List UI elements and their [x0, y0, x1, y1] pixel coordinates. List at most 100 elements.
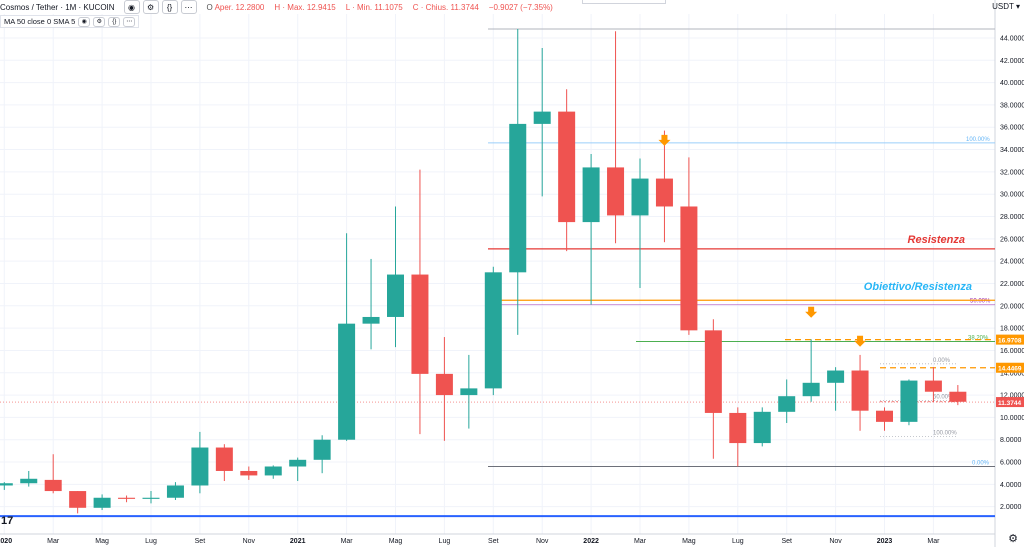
last-price-value: 11.3744 [998, 400, 1022, 407]
y-tick-label: 20.0000 [1000, 303, 1024, 310]
x-tick-label: Mag [389, 538, 403, 545]
y-tick-label: 6.0000 [1000, 460, 1022, 467]
candle-down [411, 274, 429, 374]
y-tick-label: 4.0000 [1000, 482, 1022, 489]
y-tick-label: 34.0000 [1000, 147, 1024, 154]
candle-down [704, 330, 722, 413]
dashed-level-tag [996, 362, 1024, 373]
braces-icon[interactable]: {} [108, 16, 121, 27]
y-tick-label: 14.0000 [1000, 370, 1024, 377]
ohlc-open: O Aper. 12.2800 [206, 2, 265, 12]
candle-down [215, 447, 233, 471]
candle-down [69, 491, 87, 508]
candle-up [166, 485, 184, 498]
candle-up [289, 459, 307, 467]
y-tick-label: 16.0000 [1000, 348, 1024, 355]
x-tick-label: Set [781, 538, 792, 545]
candle-down [729, 412, 747, 444]
candle-down [851, 370, 869, 411]
candle-up [338, 323, 356, 440]
x-tick-label: 2020 [0, 538, 12, 545]
down-arrow-marker [658, 134, 671, 146]
gear-icon[interactable]: ⚙ [142, 0, 159, 14]
candle-up [631, 178, 649, 216]
x-tick-label: Mar [927, 538, 940, 545]
y-tick-label: 18.0000 [1000, 326, 1024, 333]
y-tick-label: 28.0000 [1000, 214, 1024, 221]
y-tick-label: 8.0000 [1000, 437, 1022, 444]
x-tick-label: Lug [732, 538, 744, 545]
down-arrow-marker [854, 335, 867, 347]
x-tick-label: 2021 [290, 538, 306, 545]
x-tick-label: Mar [341, 538, 354, 545]
candle-up [387, 274, 404, 317]
resistenza-label: Resistenza [908, 234, 965, 246]
candle-up [460, 388, 478, 396]
candle-down [607, 167, 625, 216]
y-tick-label: 32.0000 [1000, 169, 1024, 176]
ohlc-close: C · Chius. 11.3744 [412, 2, 479, 12]
candle-up [753, 411, 771, 444]
candle-up [582, 167, 600, 223]
tradingview-logo-icon: 17 [1, 515, 14, 527]
dashed-level-value: 14.4469 [998, 366, 1022, 373]
fib-level-label: 50.00% [970, 299, 991, 305]
last-price-tag [996, 397, 1024, 408]
ohlc-low: L · Min. 11.1075 [345, 2, 403, 12]
dashed-level-tag [996, 334, 1024, 345]
fib-level-label: 0.00% [972, 461, 990, 467]
candle-up [313, 439, 331, 460]
fib-382-label: 38.20% [968, 336, 989, 342]
symbol-title: Cosmos / Tether · 1M · KUCOIN [0, 2, 115, 12]
currency-unit[interactable]: USDT ▾ [992, 2, 1020, 11]
y-tick-label: 26.0000 [1000, 236, 1024, 243]
down-arrow-marker [805, 306, 818, 318]
mini-fib-label: 100.00% [933, 430, 957, 436]
candle-up [778, 396, 796, 412]
chart-settings-icon[interactable]: ⚙ [1008, 533, 1018, 545]
eye-icon[interactable]: ◉ [123, 0, 140, 14]
candle-up [191, 447, 209, 486]
candle-up [827, 370, 845, 383]
more-icon[interactable]: ⋯ [123, 16, 136, 27]
y-tick-label: 42.0000 [1000, 58, 1024, 65]
candle-up [20, 478, 38, 484]
mini-fib-label: 0.00% [933, 358, 951, 364]
gear-icon[interactable]: ⚙ [93, 16, 106, 27]
braces-icon[interactable]: {} [161, 0, 178, 14]
eye-icon[interactable]: ◉ [78, 16, 91, 27]
x-tick-label: Nov [829, 538, 842, 545]
candle-down [240, 470, 258, 476]
candle-up [802, 382, 820, 397]
candle-up [362, 316, 380, 324]
indicator-label: MA 50 close 0 SMA 5 [4, 17, 76, 26]
x-tick-label: Mag [682, 538, 696, 545]
indicator-legend[interactable]: MA 50 close 0 SMA 5 ◉ ⚙ {} ⋯ [0, 15, 140, 28]
candle-up [264, 466, 282, 476]
candle-up [0, 483, 13, 486]
x-tick-label: Mar [47, 538, 60, 545]
candle-down [949, 391, 967, 402]
candle-up [142, 497, 160, 499]
y-tick-label: 2.0000 [1000, 504, 1022, 511]
y-tick-label: 24.0000 [1000, 259, 1024, 266]
candle-down [118, 497, 136, 499]
candle-up [93, 497, 111, 508]
candle-down [924, 380, 942, 392]
ohlc-change: −0.9027 (−7.35%) [488, 2, 553, 12]
candle-up [484, 272, 502, 389]
x-tick-label: Nov [243, 538, 256, 545]
mini-fib-label: 50.00% [933, 395, 954, 401]
x-tick-label: Set [195, 538, 206, 545]
toolbar-tab[interactable] [582, 0, 666, 4]
candle-down [655, 178, 673, 207]
x-tick-label: 2023 [877, 538, 893, 545]
fib-level-label: 100.00% [966, 137, 990, 143]
y-tick-label: 22.0000 [1000, 281, 1024, 288]
x-tick-label: Nov [536, 538, 549, 545]
dashed-level-value: 16.9708 [998, 338, 1022, 345]
more-icon[interactable]: ⋯ [180, 0, 197, 14]
x-tick-label: Mag [95, 538, 109, 545]
